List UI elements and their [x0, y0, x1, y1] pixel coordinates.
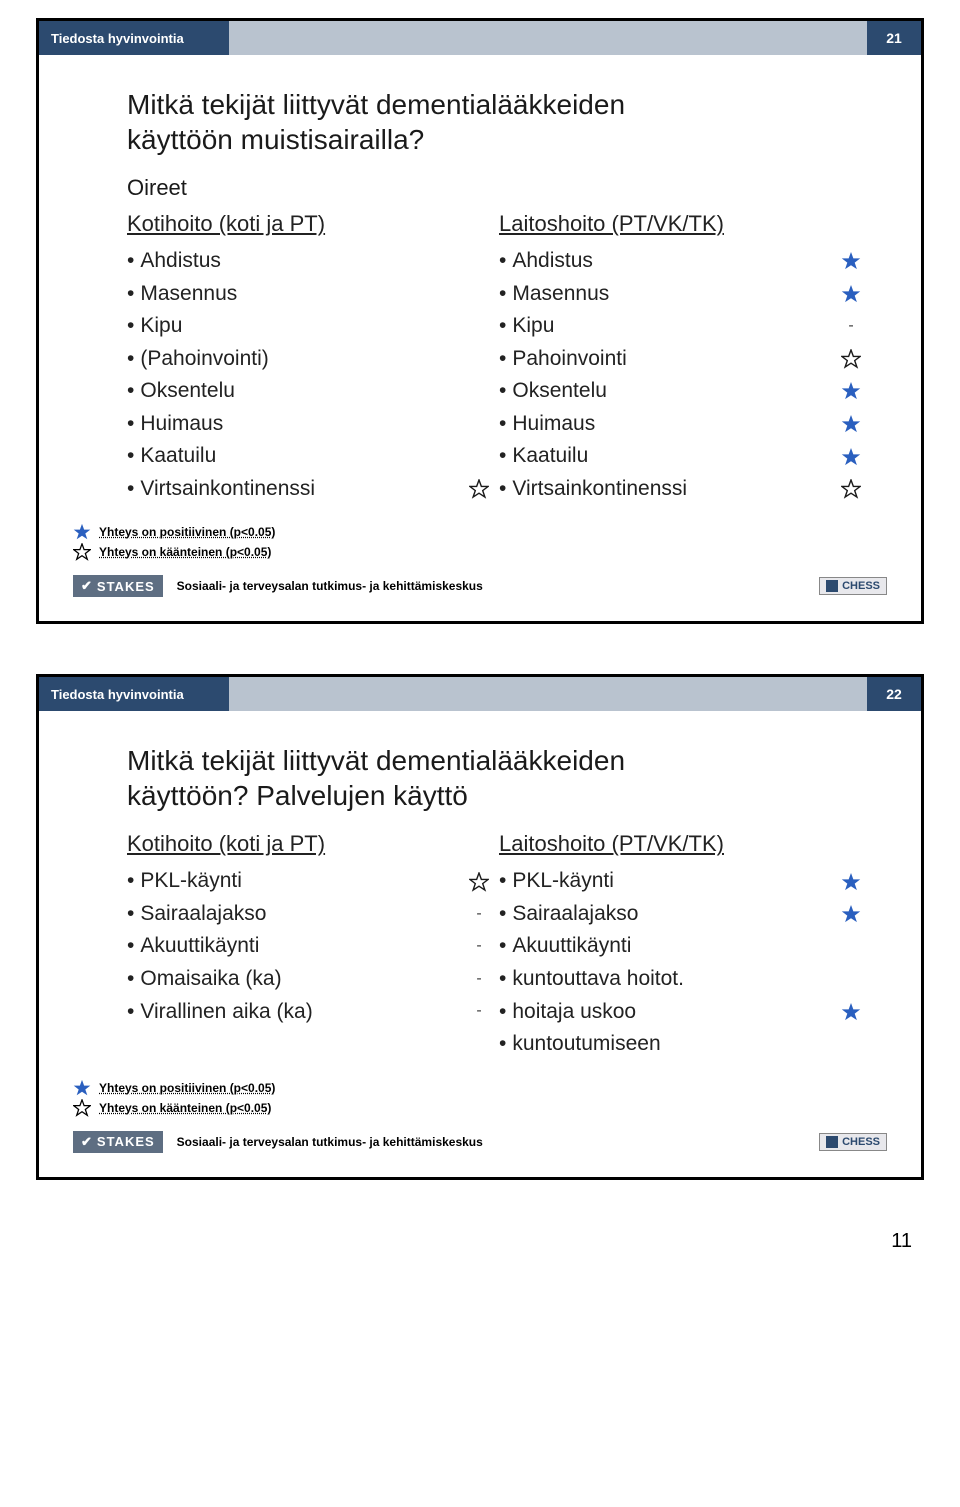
list-item: PKL-käynti — [499, 865, 861, 898]
dash-icon: - — [469, 999, 489, 1024]
star-filled-icon — [841, 251, 861, 271]
header-mid — [229, 21, 867, 55]
star-filled-icon — [841, 414, 861, 434]
list-item: hoitaja uskoo — [499, 996, 861, 1029]
slide-header: Tiedosta hyvinvointia 22 — [39, 677, 921, 711]
list-item: Virtsainkontinenssi — [499, 473, 861, 506]
list-item: Akuuttikäynti- — [127, 930, 489, 963]
star-filled-icon — [841, 284, 861, 304]
list-item: Akuuttikäynti — [499, 930, 861, 963]
list-item: Ahdistus — [127, 245, 489, 278]
dash-icon: - — [469, 934, 489, 959]
header-number: 21 — [867, 21, 921, 55]
list-item: Huimaus — [127, 408, 489, 441]
legend-positive: Yhteys on positiivinen (p<0.05) — [73, 1079, 921, 1097]
list-item: Kipu- — [499, 310, 861, 343]
slide-body: Mitkä tekijät liittyvät dementialääkkeid… — [39, 711, 921, 1070]
list-item: Omaisaika (ka)- — [127, 963, 489, 996]
legend: Yhteys on positiivinen (p<0.05) Yhteys o… — [39, 1071, 921, 1125]
header-left: Tiedosta hyvinvointia — [39, 677, 229, 711]
list-item: Kipu — [127, 310, 489, 343]
list-item: Ahdistus — [499, 245, 861, 278]
dash-icon: - — [469, 902, 489, 927]
legend: Yhteys on positiivinen (p<0.05) Yhteys o… — [39, 515, 921, 569]
star-outline-icon — [73, 543, 91, 561]
star-filled-icon — [73, 523, 91, 541]
star-filled-icon — [841, 904, 861, 924]
list-item: kuntouttava hoitot. — [499, 963, 861, 996]
col2-header: Laitoshoito (PT/VK/TK) — [499, 831, 861, 857]
legend-positive: Yhteys on positiivinen (p<0.05) — [73, 523, 921, 541]
star-outline-icon — [73, 1099, 91, 1117]
list-item: kuntoutumiseen — [499, 1028, 861, 1061]
list-item: PKL-käynti — [127, 865, 489, 898]
star-filled-icon — [73, 1079, 91, 1097]
list-item: Virtsainkontinenssi — [127, 473, 489, 506]
star-outline-icon — [841, 349, 861, 369]
slide-21: Tiedosta hyvinvointia 21 Mitkä tekijät l… — [36, 18, 924, 624]
columns: Kotihoito (koti ja PT) AhdistusMasennusK… — [127, 211, 861, 505]
footer-text: Sosiaali- ja terveysalan tutkimus- ja ke… — [177, 579, 805, 593]
list-item: Kaatuilu — [127, 440, 489, 473]
slide-title: Mitkä tekijät liittyvät dementialääkkeid… — [127, 743, 861, 813]
slide-header: Tiedosta hyvinvointia 21 — [39, 21, 921, 55]
chess-logo: CHESS — [819, 577, 887, 595]
legend-inverse: Yhteys on käänteinen (p<0.05) — [73, 543, 921, 561]
col2-header: Laitoshoito (PT/VK/TK) — [499, 211, 861, 237]
star-filled-icon — [841, 381, 861, 401]
columns: Kotihoito (koti ja PT) PKL-käyntiSairaal… — [127, 831, 861, 1060]
slide-body: Mitkä tekijät liittyvät dementialääkkeid… — [39, 55, 921, 515]
slide-footer: ✔STAKES Sosiaali- ja terveysalan tutkimu… — [39, 1125, 921, 1157]
list-item: Oksentelu — [499, 375, 861, 408]
list-item: Masennus — [127, 278, 489, 311]
header-left: Tiedosta hyvinvointia — [39, 21, 229, 55]
star-filled-icon — [841, 1002, 861, 1022]
col1-list: PKL-käyntiSairaalajakso-Akuuttikäynti-Om… — [127, 865, 489, 1028]
list-item: Masennus — [499, 278, 861, 311]
header-number: 22 — [867, 677, 921, 711]
list-item: Huimaus — [499, 408, 861, 441]
legend-inverse: Yhteys on käänteinen (p<0.05) — [73, 1099, 921, 1117]
star-filled-icon — [841, 872, 861, 892]
col1-header: Kotihoito (koti ja PT) — [127, 211, 489, 237]
page-number: 11 — [0, 1230, 960, 1253]
slide-footer: ✔STAKES Sosiaali- ja terveysalan tutkimu… — [39, 569, 921, 601]
star-outline-icon — [469, 872, 489, 892]
footer-text: Sosiaali- ja terveysalan tutkimus- ja ke… — [177, 1135, 805, 1149]
stakes-logo: ✔STAKES — [73, 1131, 163, 1153]
star-filled-icon — [841, 447, 861, 467]
column-right: Laitoshoito (PT/VK/TK) AhdistusMasennusK… — [499, 211, 861, 505]
stakes-logo: ✔STAKES — [73, 575, 163, 597]
column-left: Kotihoito (koti ja PT) AhdistusMasennusK… — [127, 211, 489, 505]
star-outline-icon — [841, 479, 861, 499]
dash-icon: - — [841, 314, 861, 339]
col1-header: Kotihoito (koti ja PT) — [127, 831, 489, 857]
star-outline-icon — [469, 479, 489, 499]
list-item: Virallinen aika (ka)- — [127, 996, 489, 1029]
list-item: Sairaalajakso- — [127, 898, 489, 931]
dash-icon: - — [469, 967, 489, 992]
header-mid — [229, 677, 867, 711]
slide-title: Mitkä tekijät liittyvät dementialääkkeid… — [127, 87, 861, 157]
list-item: (Pahoinvointi) — [127, 343, 489, 376]
col1-list: AhdistusMasennusKipu(Pahoinvointi)Oksent… — [127, 245, 489, 505]
slide-subtitle: Oireet — [127, 175, 861, 201]
chess-logo: CHESS — [819, 1133, 887, 1151]
column-right: Laitoshoito (PT/VK/TK) PKL-käyntiSairaal… — [499, 831, 861, 1060]
list-item: Kaatuilu — [499, 440, 861, 473]
column-left: Kotihoito (koti ja PT) PKL-käyntiSairaal… — [127, 831, 489, 1060]
col2-list: AhdistusMasennusKipu-PahoinvointiOksente… — [499, 245, 861, 505]
list-item: Pahoinvointi — [499, 343, 861, 376]
col2-list: PKL-käyntiSairaalajaksoAkuuttikäyntikunt… — [499, 865, 861, 1060]
slide-22: Tiedosta hyvinvointia 22 Mitkä tekijät l… — [36, 674, 924, 1179]
list-item: Oksentelu — [127, 375, 489, 408]
list-item: Sairaalajakso — [499, 898, 861, 931]
